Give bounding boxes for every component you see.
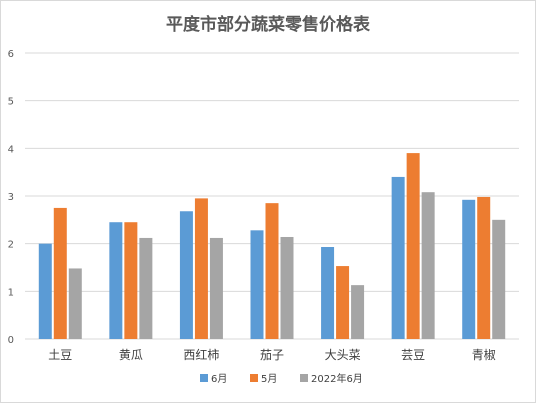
x-tick-label: 大头菜	[325, 348, 361, 362]
legend-label: 6月	[211, 373, 227, 385]
legend-item: 2022年6月	[300, 372, 363, 385]
x-tick-label: 黄瓜	[119, 348, 143, 362]
y-tick-label: 0	[8, 335, 14, 346]
y-tick-label: 4	[8, 144, 14, 155]
y-tick-label: 6	[8, 49, 14, 60]
legend-item: 5月	[250, 373, 277, 385]
bar	[391, 176, 405, 339]
chart-title: 平度市部分蔬菜零售价格表	[166, 15, 370, 35]
bar	[321, 247, 335, 339]
y-axis-ticks: 0 1 2 3 4 5 6	[8, 49, 14, 346]
bar	[336, 266, 350, 339]
bar	[406, 153, 420, 339]
x-tick-label: 西红柿	[183, 347, 219, 362]
legend-swatch	[300, 374, 308, 382]
x-tick-label: 青椒	[472, 348, 496, 362]
legend-swatch	[200, 374, 208, 382]
bar	[492, 219, 506, 339]
y-tick-label: 2	[8, 240, 14, 251]
bar	[250, 230, 264, 339]
x-tick-label: 茄子	[260, 348, 284, 362]
bar	[280, 236, 294, 339]
bar	[179, 211, 193, 339]
legend-label: 5月	[261, 373, 277, 385]
x-axis-ticks: 土豆 黄瓜 西红柿 茄子 大头菜 芸豆 青椒	[48, 347, 495, 362]
bar	[351, 285, 365, 339]
bar	[109, 222, 123, 339]
bar	[209, 237, 223, 339]
bars	[38, 153, 506, 339]
bar	[194, 198, 208, 339]
y-tick-label: 1	[8, 287, 14, 298]
y-tick-label: 3	[8, 192, 14, 203]
bar	[139, 237, 153, 339]
x-tick-label: 土豆	[48, 348, 72, 362]
bar	[421, 192, 435, 339]
bar	[124, 222, 138, 339]
y-tick-label: 5	[8, 97, 14, 108]
bar	[462, 199, 476, 339]
legend: 6月 5月 2022年6月	[200, 372, 363, 385]
bar	[38, 243, 52, 339]
legend-label: 2022年6月	[311, 372, 363, 385]
bar	[68, 268, 82, 339]
legend-item: 6月	[200, 373, 227, 385]
x-tick-label: 芸豆	[401, 348, 425, 362]
bar	[53, 207, 67, 339]
bar	[265, 203, 279, 339]
bar	[477, 196, 491, 339]
legend-swatch	[250, 374, 258, 382]
